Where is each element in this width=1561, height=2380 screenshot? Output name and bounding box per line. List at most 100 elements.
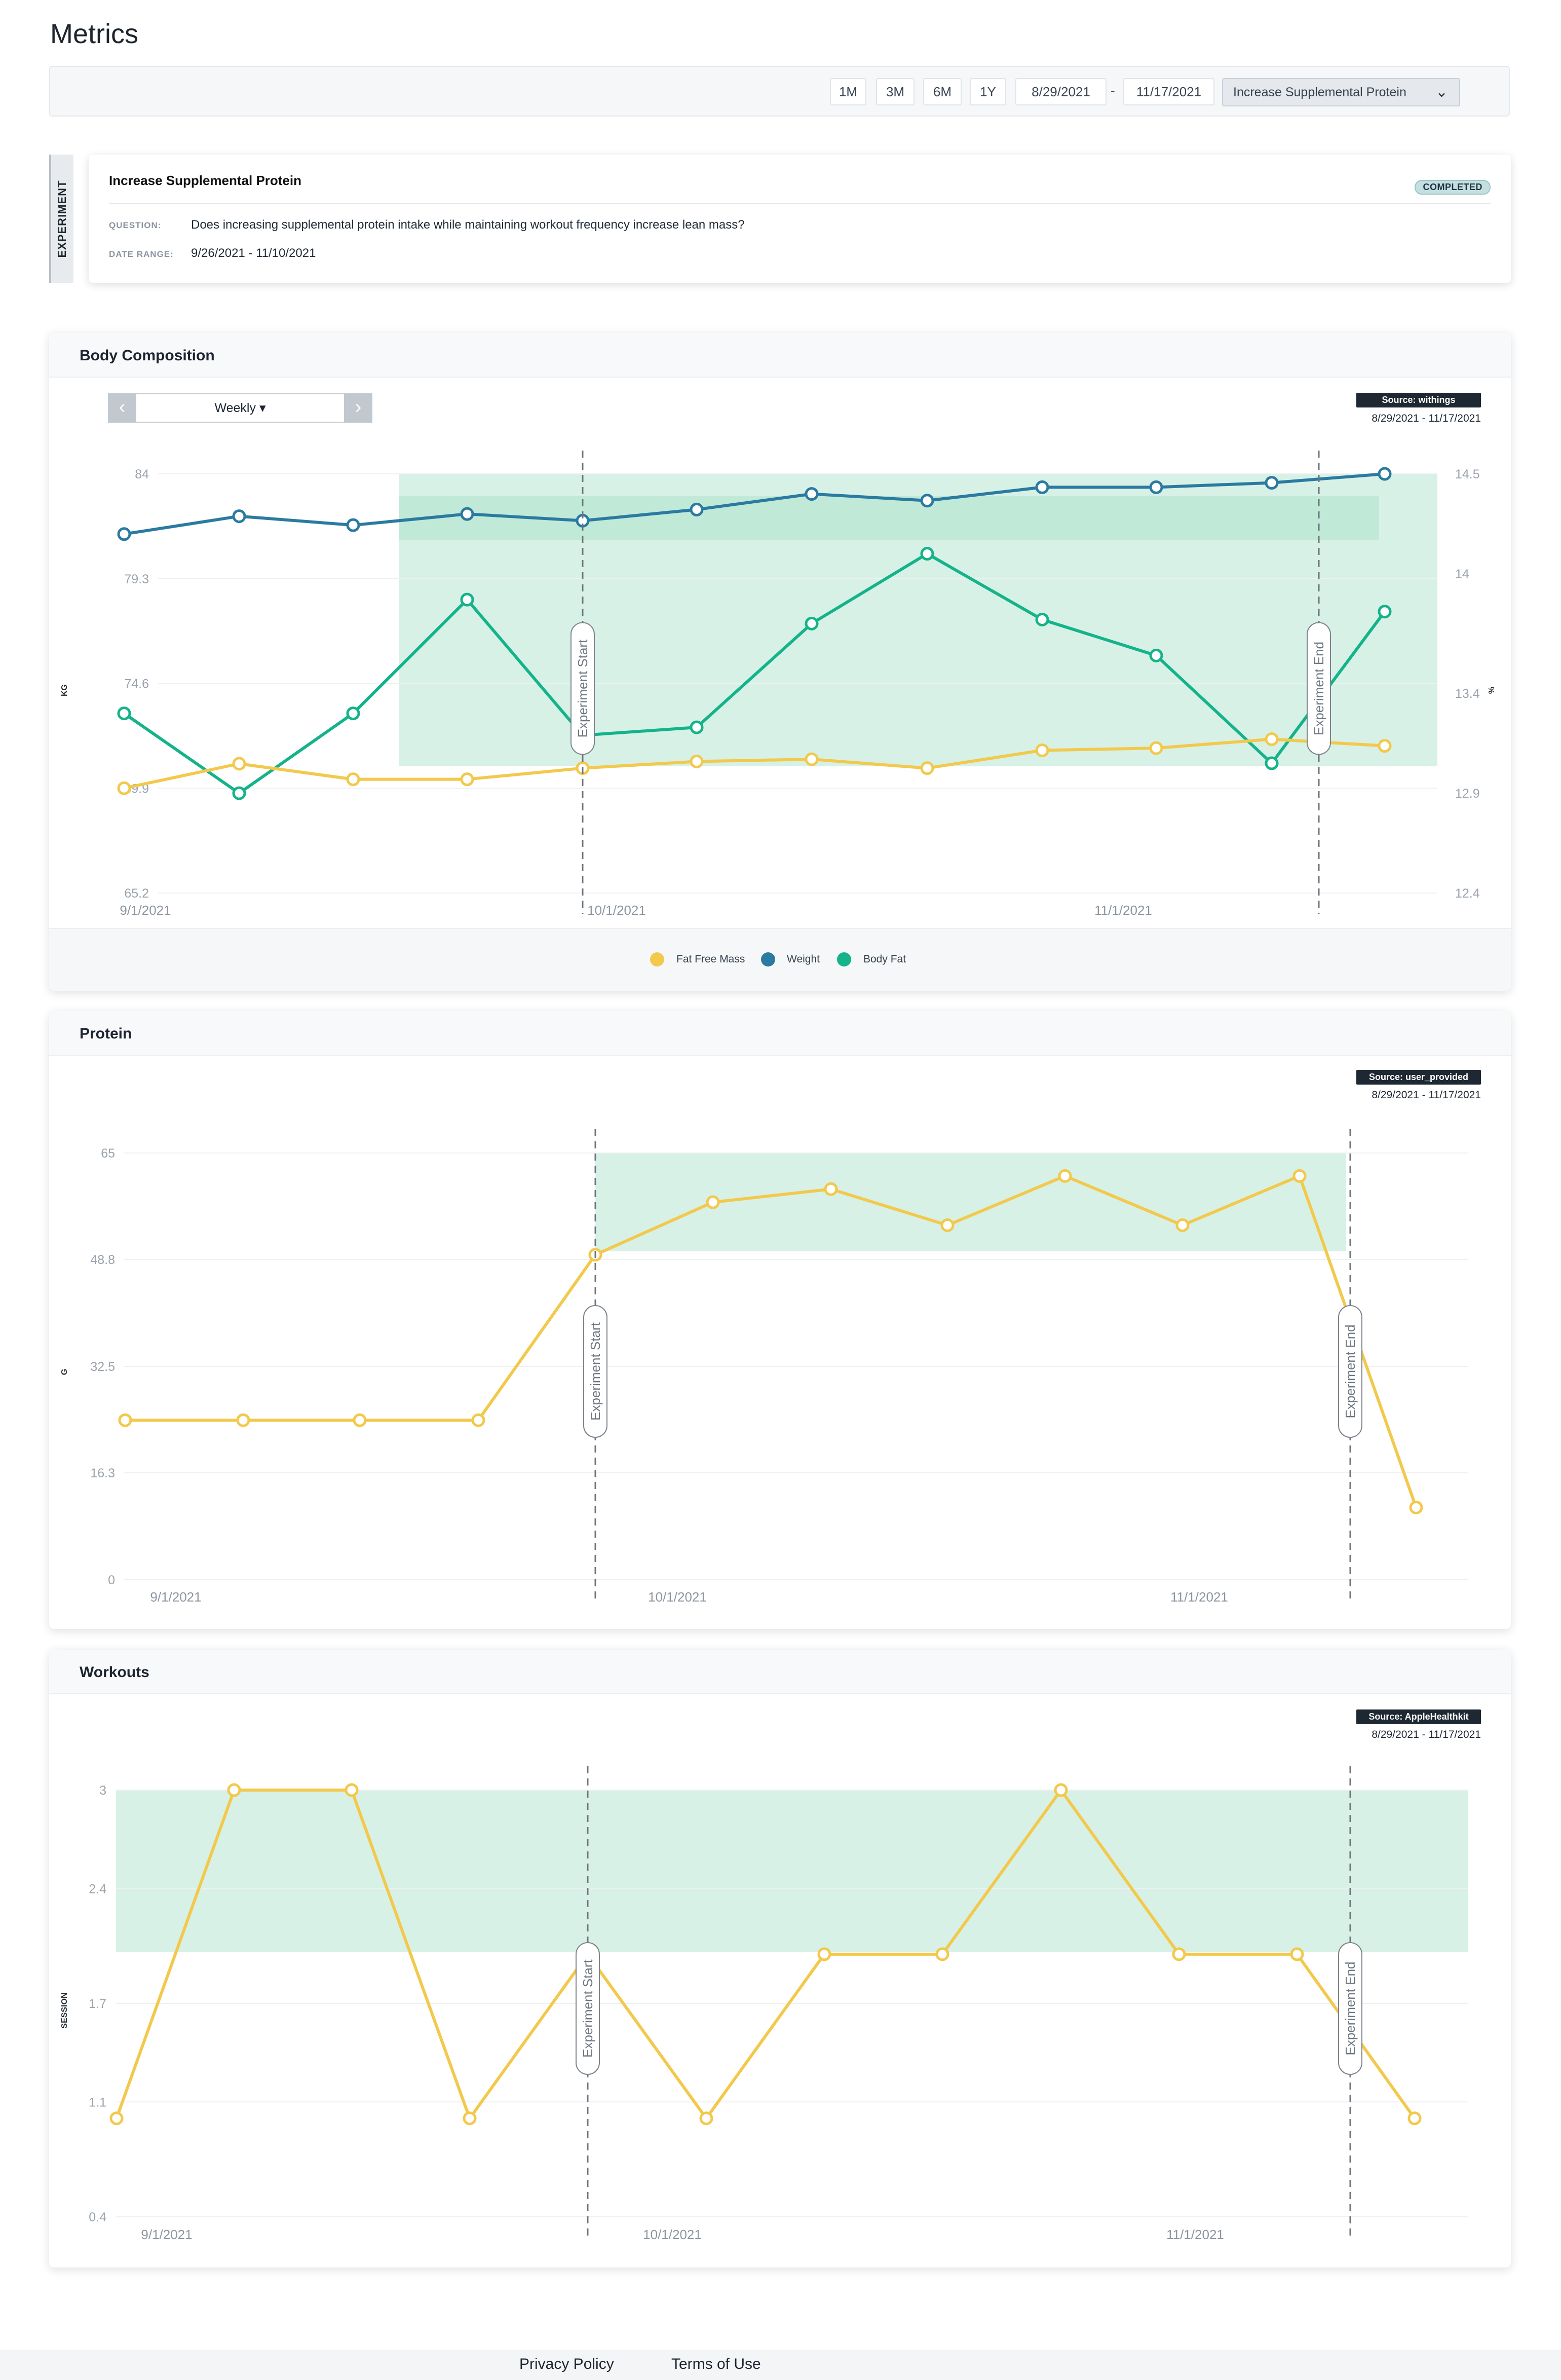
privacy-policy-link[interactable]: Privacy Policy <box>519 2356 614 2372</box>
x-tick-label: 11/1/2021 <box>1166 2227 1224 2242</box>
legend-weight[interactable]: Weight <box>787 953 820 965</box>
date-range-label: DATE RANGE: <box>109 249 174 259</box>
next-interval-button[interactable]: › <box>344 393 372 423</box>
workouts-header: Workouts <box>49 1650 1511 1694</box>
end-date-input[interactable]: 11/17/2021 <box>1123 78 1214 105</box>
body-composition-title: Body Composition <box>80 347 215 364</box>
legend-body-fat[interactable]: Body Fat <box>863 953 906 965</box>
data-point <box>117 781 131 795</box>
question-label: QUESTION: <box>109 220 162 230</box>
interval-dropdown[interactable]: Weekly ▾ <box>137 394 343 422</box>
range-1y-button[interactable]: 1Y <box>970 78 1006 105</box>
target-band <box>116 1790 1468 1952</box>
chevron-down-icon: ⌄ <box>1435 84 1448 100</box>
interval-selector: ‹ Weekly ▾ › <box>108 393 372 423</box>
series-line <box>123 552 1386 795</box>
data-point <box>940 1218 955 1232</box>
experiment-select[interactable]: Increase Supplemental Protein ⌄ <box>1222 78 1460 106</box>
experiment-marker-tag <box>1338 1305 1362 1438</box>
y-tick-label: 0 <box>108 1573 115 1587</box>
data-point <box>232 786 246 800</box>
source-badge: Source: withings <box>1356 393 1481 407</box>
data-point <box>463 2111 477 2126</box>
data-point <box>1175 1218 1190 1232</box>
source-badge: Source: AppleHealthkit <box>1356 1709 1481 1724</box>
data-point <box>345 1783 359 1797</box>
y-tick-label: 0.4 <box>89 2210 106 2224</box>
experiment-marker-label: Experiment End <box>1343 1962 1358 2056</box>
x-tick-label: 10/1/2021 <box>643 2227 702 2242</box>
range-3m-button[interactable]: 3M <box>876 78 915 105</box>
caret-down-icon: ▾ <box>259 401 266 415</box>
data-point <box>690 754 704 768</box>
protein-chart: 65 48.8 32.5 16.3 0 G 9/1/2021 10/1/2021 11/1/20… <box>60 1129 1468 1605</box>
data-point <box>1035 743 1049 757</box>
source-date-range: 8/29/2021 - 11/17/2021 <box>1372 413 1481 424</box>
data-point <box>1058 1169 1072 1183</box>
protein-card: Protein Source: user_provided 8/29/2021 … <box>49 1011 1511 1629</box>
y-unit-label: SESSION <box>60 1992 69 2028</box>
data-point <box>346 706 360 721</box>
data-point <box>1378 467 1392 481</box>
data-point <box>1292 1169 1307 1183</box>
data-point <box>817 1947 831 1961</box>
x-tick-label: 10/1/2021 <box>587 903 646 918</box>
range-1m-button[interactable]: 1M <box>830 78 866 105</box>
x-tick-label: 11/1/2021 <box>1170 1589 1228 1605</box>
x-tick-label: 9/1/2021 <box>150 1589 201 1605</box>
legend-fat-free-mass[interactable]: Fat Free Mass <box>676 953 745 965</box>
data-point <box>1378 605 1392 619</box>
experiment-marker-label: Experiment End <box>1343 1325 1358 1419</box>
y-right-tick-label: 14.5 <box>1455 467 1480 481</box>
protein-header: Protein <box>49 1011 1511 1056</box>
terms-of-use-link[interactable]: Terms of Use <box>671 2356 761 2372</box>
data-point <box>346 518 360 532</box>
data-point <box>1265 756 1279 770</box>
status-badge: COMPLETED <box>1415 180 1491 195</box>
source-badge: Source: user_provided <box>1356 1070 1481 1085</box>
data-point <box>1149 741 1163 755</box>
workouts-title: Workouts <box>80 1664 149 1681</box>
x-tick-label: 9/1/2021 <box>141 2227 192 2242</box>
data-point <box>1035 480 1049 494</box>
workouts-card: Workouts Source: AppleHealthkit 8/29/202… <box>49 1650 1511 2267</box>
y-tick-label: 2.4 <box>89 1882 106 1896</box>
data-point <box>920 547 934 561</box>
source-date-range: 8/29/2021 - 11/17/2021 <box>1372 1729 1481 1740</box>
y-right-tick-label: 13.4 <box>1455 687 1480 701</box>
data-point <box>1149 480 1163 494</box>
body-legend: Fat Free Mass Weight Body Fat <box>49 928 1511 991</box>
body-composition-card: Body Composition ‹ Weekly ▾ › Source: wi… <box>49 333 1511 991</box>
start-date-input[interactable]: 8/29/2021 <box>1015 78 1107 105</box>
prev-interval-button[interactable]: ‹ <box>108 393 136 423</box>
data-point <box>346 772 360 787</box>
experiment-marker-label: Experiment Start <box>575 639 590 737</box>
experiment-marker-label: Experiment Start <box>588 1322 603 1420</box>
experiment-tab: EXPERIMENT <box>49 155 73 283</box>
experiment-card: Increase Supplemental Protein COMPLETED … <box>89 155 1511 283</box>
experiment-title: Increase Supplemental Protein <box>109 173 302 188</box>
data-point <box>1265 732 1279 746</box>
data-point <box>460 507 474 521</box>
data-point <box>460 772 474 787</box>
series-line <box>115 1789 1416 2120</box>
question-text: Does increasing supplemental protein int… <box>191 218 745 232</box>
footer: Privacy Policy Terms of Use <box>0 2350 1561 2380</box>
protein-title: Protein <box>80 1025 132 1042</box>
page-title: Metrics <box>50 19 138 49</box>
data-point <box>824 1182 838 1196</box>
workouts-chart: 3 2.4 1.7 1.1 0.4 SESSION 9/1/2021 10/1/2021 11/… <box>60 1766 1468 2242</box>
experiment-marker-label: Experiment End <box>1311 642 1326 735</box>
data-point <box>227 1783 241 1797</box>
data-point <box>1407 2111 1422 2126</box>
experiment-divider <box>109 203 1491 204</box>
data-point <box>699 2111 713 2126</box>
date-range-text: 9/26/2021 - 11/10/2021 <box>191 246 316 260</box>
experiment-marker-tag <box>570 622 595 755</box>
data-point <box>1172 1947 1186 1961</box>
y-tick-label: 84 <box>135 467 149 481</box>
experiment-marker-label: Experiment Start <box>580 1959 595 2057</box>
data-point <box>471 1413 485 1427</box>
range-6m-button[interactable]: 6M <box>923 78 962 105</box>
y-tick-label: 65 <box>101 1146 115 1161</box>
